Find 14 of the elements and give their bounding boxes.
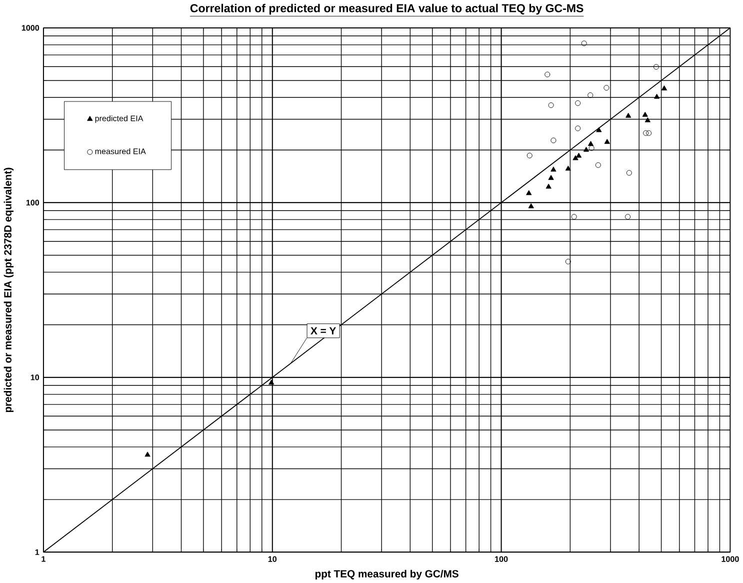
x-tick-label: 1: [42, 556, 46, 562]
chart-title: Correlation of predicted or measured EIA value to actual TEQ by GC-MS: [190, 4, 584, 14]
x-tick-label: 100: [495, 556, 508, 562]
y-tick-label: 1000: [22, 24, 40, 31]
x-tick-label: 10: [268, 556, 277, 562]
y-tick-label: 100: [26, 200, 40, 206]
legend-label: measured EIA: [95, 148, 146, 154]
y-tick-label: 10: [30, 374, 40, 380]
x-axis-title: ppt TEQ measured by GC/MS: [315, 570, 458, 580]
series-label: X = Y: [310, 327, 336, 334]
y-tick-label: 1: [35, 549, 40, 555]
legend-label: predicted EIA: [95, 115, 144, 123]
y-axis-title: predicted or measured EIA (ppt 2378D equivalent): [4, 168, 14, 412]
x-tick-label: 1000: [722, 556, 739, 562]
